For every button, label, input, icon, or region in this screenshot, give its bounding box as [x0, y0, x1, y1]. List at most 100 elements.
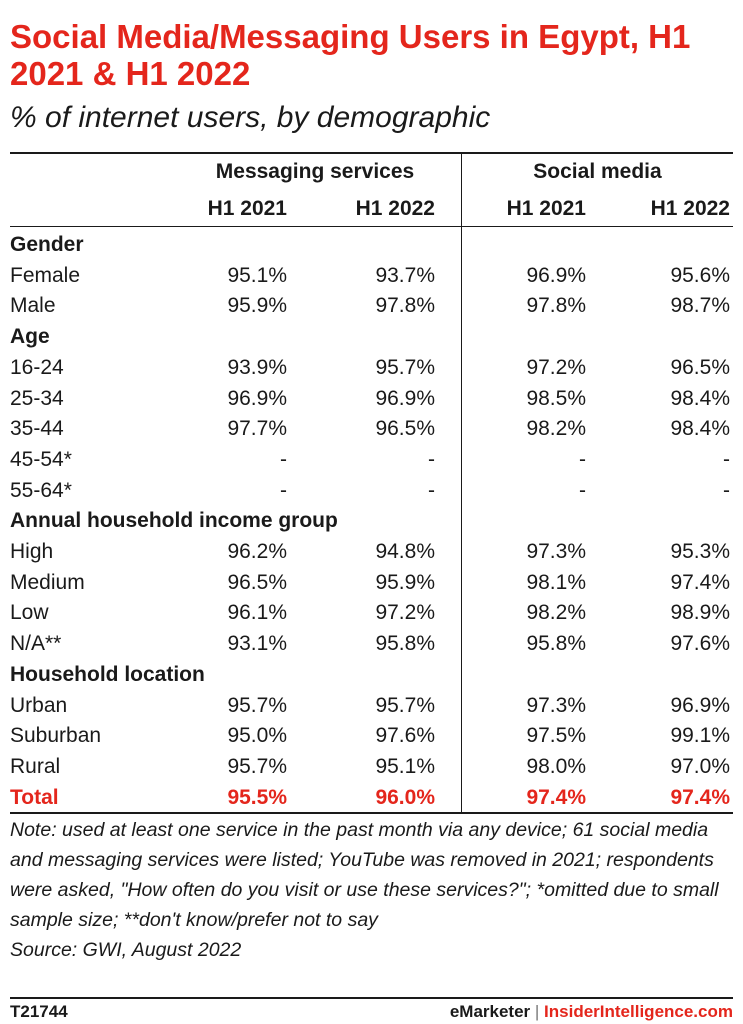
- table-cell: 93.1%: [227, 632, 287, 656]
- table-row: Low 96.1% 97.2% 98.2% 98.9%: [10, 597, 733, 628]
- column-header-social-h1-2021: H1 2021: [506, 197, 586, 220]
- row-label: 55-64*: [10, 478, 72, 502]
- section-header-row: Age: [10, 321, 733, 352]
- table-cell: 96.9%: [526, 263, 586, 287]
- table-cell: -: [723, 478, 730, 502]
- table-cell: 98.5%: [526, 386, 586, 410]
- table-row: N/A** 93.1% 95.8% 95.8% 97.6%: [10, 628, 733, 659]
- footer-brand: eMarketer | InsiderIntelligence.com: [450, 1001, 733, 1023]
- table-row: 25-34 96.9% 96.9% 98.5% 98.4%: [10, 383, 733, 414]
- table-cell: 95.7%: [227, 693, 287, 717]
- table-cell: 96.0%: [375, 785, 435, 809]
- column-header-messaging-h1-2022: H1 2022: [355, 197, 435, 220]
- section-label: Household location: [10, 662, 205, 686]
- chart-note: Note: used at least one service in the p…: [10, 815, 736, 965]
- table-cell: 95.1%: [227, 263, 287, 287]
- total-row: Total 95.5% 96.0% 97.4% 97.4%: [10, 782, 733, 813]
- table-cell: 98.0%: [526, 754, 586, 778]
- table-row: Urban 95.7% 95.7% 97.3% 96.9%: [10, 690, 733, 721]
- table-cell: 95.7%: [375, 355, 435, 379]
- column-group-messaging: Messaging services: [215, 160, 415, 183]
- table-cell: 97.8%: [375, 294, 435, 318]
- section-header-row: Household location: [10, 659, 733, 690]
- table-bottom-rule: [10, 812, 733, 814]
- brand-separator: |: [534, 1002, 540, 1021]
- header-rule: [10, 226, 733, 227]
- column-header-social-h1-2022: H1 2022: [650, 197, 730, 220]
- section-header-row: Annual household income group: [10, 505, 733, 536]
- table-cell: 94.8%: [375, 540, 435, 563]
- table-cell: 95.0%: [227, 724, 287, 748]
- table-cell: 95.5%: [227, 785, 287, 809]
- table-cell: 97.4%: [670, 570, 730, 594]
- column-group-divider: [461, 152, 462, 813]
- table-row: 55-64* - - - -: [10, 475, 733, 506]
- table-cell: 98.2%: [526, 417, 586, 441]
- table-cell: 98.2%: [526, 601, 586, 625]
- table-cell: 96.9%: [227, 386, 287, 410]
- table-row: 16-24 93.9% 95.7% 97.2% 96.5%: [10, 352, 733, 383]
- table-cell: 97.6%: [670, 632, 730, 656]
- table-cell: 98.4%: [670, 417, 730, 441]
- table-top-rule: [10, 152, 733, 154]
- row-label: Rural: [10, 754, 61, 778]
- data-table: Messaging services Social media H1 2021 …: [10, 152, 733, 814]
- column-group-social-media: Social media: [533, 160, 662, 183]
- table-cell: 95.9%: [227, 294, 287, 318]
- table-row: Rural 95.7% 95.1% 98.0% 97.0%: [10, 751, 733, 782]
- row-label: Urban: [10, 693, 68, 717]
- table-cell: 97.3%: [526, 693, 586, 717]
- source-text: Source: GWI, August 2022: [10, 939, 242, 961]
- table-row: Medium 96.5% 95.9% 98.1% 97.4%: [10, 567, 733, 598]
- table-cell: 96.2%: [227, 540, 287, 563]
- table-cell: -: [579, 478, 586, 502]
- table-row: 35-44 97.7% 96.5% 98.2% 98.4%: [10, 413, 733, 444]
- table-cell: 93.9%: [227, 355, 287, 379]
- row-label: 45-54*: [10, 447, 72, 471]
- table-cell: 95.7%: [227, 754, 287, 778]
- table-cell: 96.5%: [227, 570, 287, 594]
- table-cell: 95.7%: [375, 693, 435, 717]
- table-cell: 98.1%: [526, 570, 586, 594]
- table-cell: 97.2%: [375, 601, 435, 625]
- table-row: 45-54* - - - -: [10, 444, 733, 475]
- footer-rule: [10, 997, 733, 999]
- row-label: Female: [10, 263, 81, 287]
- row-label: 25-34: [10, 386, 64, 410]
- section-label: Gender: [10, 233, 84, 256]
- table-cell: 96.9%: [375, 386, 435, 410]
- table-cell: 98.9%: [670, 601, 730, 625]
- row-label: Male: [10, 294, 56, 318]
- section-label: Annual household income group: [10, 509, 338, 533]
- chart-title: Social Media/Messaging Users in Egypt, H…: [10, 18, 691, 92]
- table-cell: 97.4%: [670, 785, 730, 809]
- row-label: Suburban: [10, 724, 102, 748]
- table-row: Male 95.9% 97.8% 97.8% 98.7%: [10, 290, 733, 321]
- table-row: Suburban 95.0% 97.6% 97.5% 99.1%: [10, 720, 733, 751]
- note-text: Note: used at least one service in the p…: [10, 819, 719, 931]
- table-cell: 98.4%: [670, 386, 730, 410]
- table-cell: 95.8%: [375, 632, 435, 656]
- table-cell: 93.7%: [375, 263, 435, 287]
- table-cell: 97.2%: [526, 355, 586, 379]
- table-cell: -: [579, 447, 586, 471]
- column-header-messaging-h1-2021: H1 2021: [207, 197, 287, 220]
- table-cell: -: [723, 447, 730, 471]
- table-cell: 96.9%: [670, 693, 730, 717]
- brand-insider-intelligence: InsiderIntelligence.com: [544, 1002, 733, 1021]
- table-cell: 98.7%: [670, 294, 730, 318]
- chart-subtitle: % of internet users, by demographic: [10, 101, 491, 134]
- table-cell: -: [428, 478, 435, 502]
- table-cell: 97.3%: [526, 540, 586, 563]
- table-cell: 97.7%: [227, 417, 287, 441]
- table-cell: 95.9%: [375, 570, 435, 594]
- table-cell: 97.0%: [670, 754, 730, 778]
- row-label: Medium: [10, 570, 85, 594]
- table-cell: -: [280, 447, 287, 471]
- table-cell: -: [428, 447, 435, 471]
- table-cell: -: [280, 478, 287, 502]
- row-label: Total: [10, 785, 59, 809]
- section-header-row: Gender: [10, 229, 733, 260]
- table-cell: 97.6%: [375, 724, 435, 748]
- row-label: 16-24: [10, 355, 64, 379]
